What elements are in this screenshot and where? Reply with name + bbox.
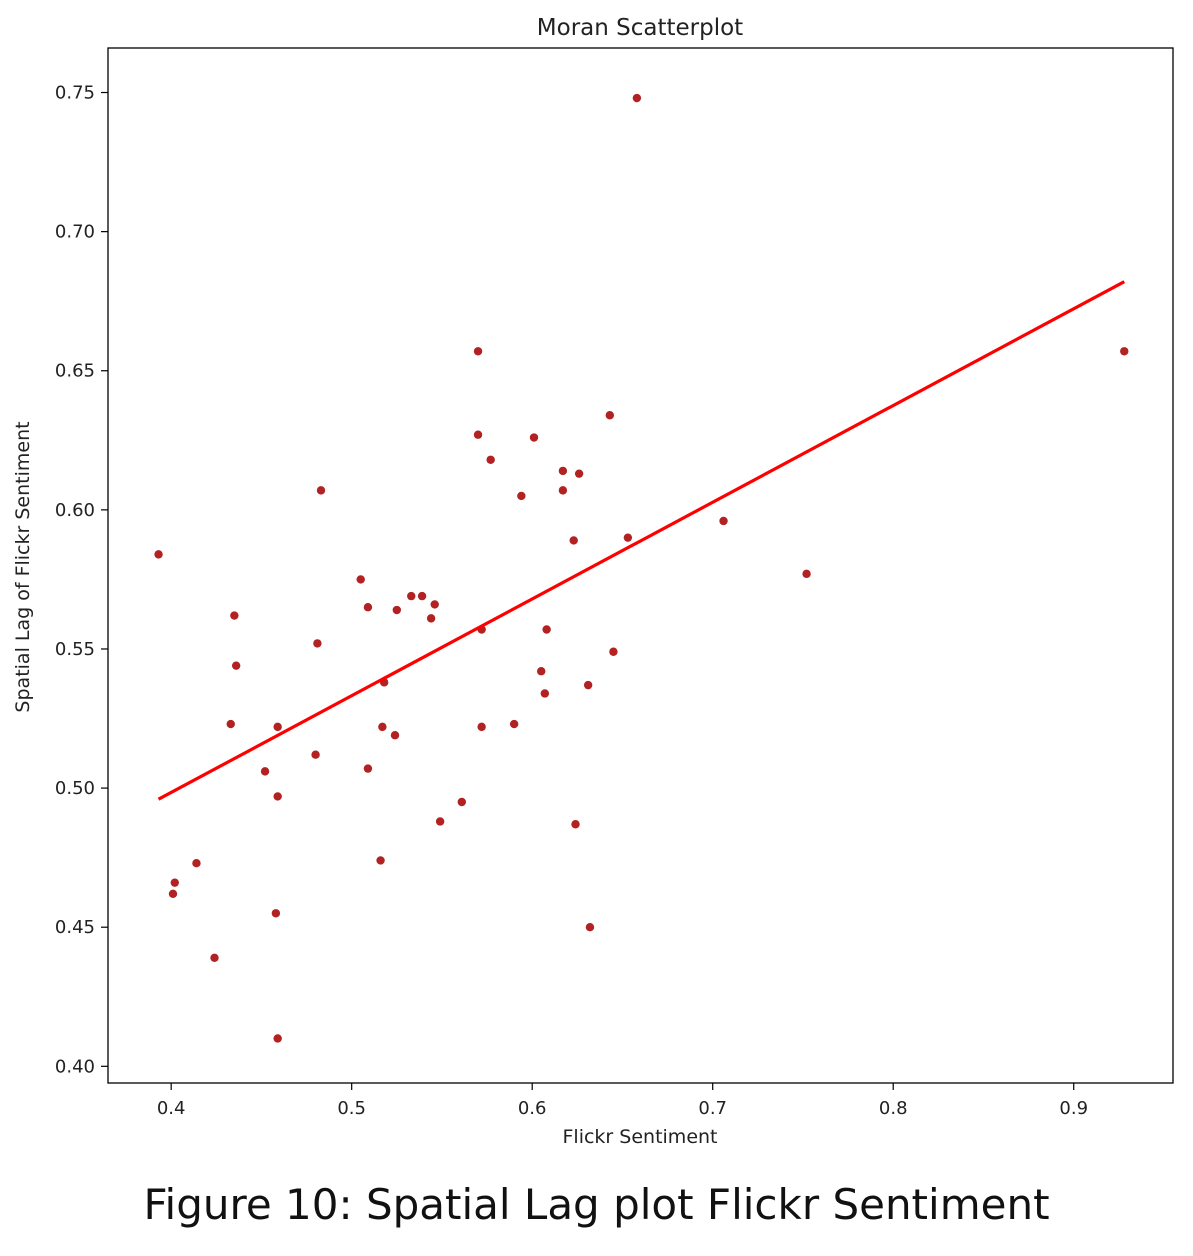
data-point — [473, 347, 483, 356]
data-point — [154, 550, 163, 559]
data-point — [356, 575, 365, 584]
data-point — [509, 719, 519, 729]
data-point — [435, 817, 445, 826]
data-point — [210, 953, 219, 962]
y-tick-label: 0.70 — [55, 222, 95, 243]
data-point — [802, 569, 811, 579]
data-point — [571, 820, 580, 829]
data-point — [719, 516, 728, 526]
figure-caption: Figure 10: Spatial Lag plot Flickr Senti… — [143, 1180, 1050, 1229]
data-point — [477, 722, 486, 732]
x-tick-label: 0.9 — [1059, 1098, 1088, 1119]
y-axis: 0.40 0.45 0.50 0.55 0.60 0.65 0.70 0.75 — [55, 83, 108, 1077]
y-tick-label: 0.60 — [55, 500, 95, 521]
data-point — [430, 600, 439, 609]
data-point — [168, 889, 178, 899]
x-tick-label: 0.7 — [698, 1098, 727, 1119]
data-point — [558, 486, 568, 495]
y-axis-label: Spatial Lag of Flickr Sentiment — [12, 421, 34, 712]
data-point — [457, 797, 466, 807]
data-point — [542, 625, 551, 634]
y-tick-label: 0.50 — [55, 778, 95, 799]
data-point — [574, 469, 584, 478]
data-point — [529, 433, 539, 442]
data-point — [271, 909, 281, 918]
data-point — [313, 639, 322, 648]
x-tick-label: 0.6 — [518, 1098, 547, 1119]
plot-content — [154, 93, 1129, 1043]
data-point — [376, 856, 385, 865]
x-tick-label: 0.8 — [879, 1098, 908, 1119]
data-point — [605, 411, 615, 420]
x-axis: 0.4 0.5 0.6 0.7 0.8 0.9 — [157, 1083, 1088, 1119]
y-tick-label: 0.40 — [55, 1056, 95, 1077]
data-point — [417, 591, 427, 601]
chart-title: Moran Scatterplot — [537, 15, 743, 41]
data-point — [316, 486, 326, 495]
x-tick-label: 0.4 — [157, 1098, 186, 1119]
data-point — [517, 491, 526, 501]
data-point — [273, 1034, 282, 1043]
y-tick-label: 0.45 — [55, 917, 95, 938]
data-point — [230, 611, 239, 620]
data-point — [1120, 347, 1129, 356]
data-point — [569, 536, 578, 545]
data-point — [407, 591, 416, 601]
data-point — [609, 647, 618, 656]
data-point — [473, 430, 483, 439]
x-tick-label: 0.5 — [337, 1098, 366, 1119]
data-point — [558, 466, 568, 476]
data-point — [231, 661, 241, 670]
data-point — [170, 878, 179, 887]
data-point — [426, 614, 436, 623]
y-tick-label: 0.65 — [55, 361, 95, 382]
data-point — [632, 93, 642, 103]
data-point — [311, 750, 320, 759]
data-point — [260, 767, 270, 776]
data-point — [273, 722, 282, 732]
data-point — [273, 792, 282, 801]
y-tick-label: 0.55 — [55, 639, 95, 660]
data-point — [585, 922, 595, 932]
data-point — [390, 731, 400, 740]
data-point — [537, 667, 546, 676]
data-point — [226, 719, 235, 729]
data-point — [486, 455, 495, 464]
data-point — [192, 859, 201, 868]
data-point — [378, 722, 387, 732]
regression-line — [157, 280, 1126, 801]
x-axis-label: Flickr Sentiment — [563, 1126, 718, 1148]
data-point — [623, 533, 633, 542]
data-point — [540, 689, 550, 698]
data-point — [363, 764, 373, 773]
data-point — [583, 680, 593, 690]
plot-frame — [107, 47, 1174, 1084]
y-tick-label: 0.75 — [55, 83, 95, 104]
data-point — [363, 603, 373, 612]
data-point — [392, 605, 402, 615]
